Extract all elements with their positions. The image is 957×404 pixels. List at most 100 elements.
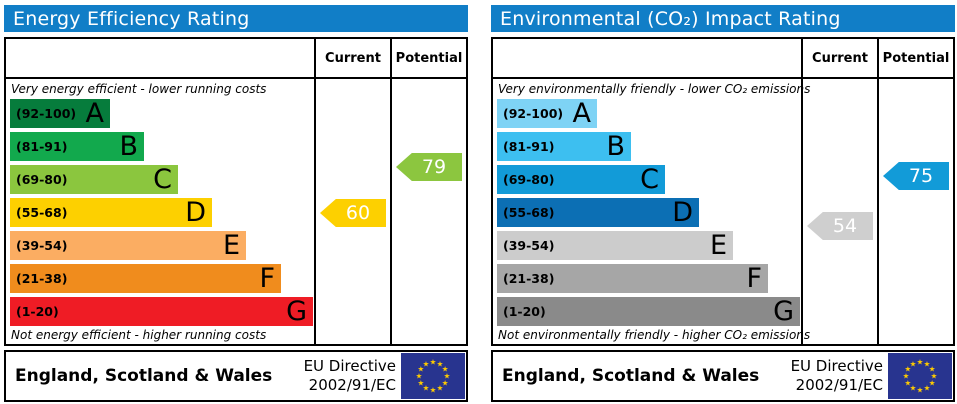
- column-divider: [801, 39, 803, 344]
- potential-column-header: Potential: [882, 50, 950, 66]
- energy-efficiency-panel: Energy Efficiency Rating Current Potenti…: [4, 5, 468, 402]
- environmental-impact-panel: Environmental (CO₂) Impact Rating Curren…: [491, 5, 955, 402]
- band-a: (92-100) A: [10, 99, 110, 128]
- band-letter: G: [773, 296, 794, 327]
- region-label: England, Scotland & Wales: [502, 366, 760, 386]
- band-range: (21-38): [16, 271, 68, 286]
- svg-text:★: ★: [910, 359, 917, 368]
- current-rating-arrow: 54: [807, 212, 873, 240]
- eu-directive-line1: EU Directive: [303, 357, 396, 376]
- band-letter: F: [746, 263, 762, 294]
- current-column-header: Current: [812, 50, 868, 66]
- band-range: (1-20): [16, 304, 59, 319]
- band-range: (81-91): [503, 139, 555, 154]
- svg-text:★: ★: [418, 379, 425, 388]
- top-caption: Very energy efficient - lower running co…: [11, 82, 267, 96]
- band-d: (55-68) D: [10, 198, 212, 227]
- band-range: (69-80): [503, 172, 555, 187]
- svg-text:★: ★: [910, 384, 917, 393]
- band-d: (55-68) D: [497, 198, 699, 227]
- svg-text:★: ★: [418, 365, 425, 374]
- svg-text:★: ★: [929, 379, 936, 388]
- svg-text:★: ★: [423, 384, 430, 393]
- band-letter: B: [606, 131, 625, 162]
- rating-bands: (92-100) A (81-91) B (69-80) C (55-68) D…: [497, 99, 800, 330]
- potential-rating-arrow: 75: [883, 162, 949, 190]
- svg-text:★: ★: [430, 386, 437, 395]
- svg-text:★: ★: [917, 358, 924, 367]
- region-label: England, Scotland & Wales: [15, 366, 273, 386]
- potential-column-header: Potential: [395, 50, 463, 66]
- band-letter: G: [286, 296, 307, 327]
- svg-text:★: ★: [423, 359, 430, 368]
- band-range: (92-100): [503, 106, 564, 121]
- current-rating-value: 60: [345, 202, 371, 224]
- svg-text:★: ★: [924, 384, 931, 393]
- band-range: (55-68): [503, 205, 555, 220]
- header-divider: [6, 77, 466, 79]
- svg-text:★: ★: [905, 379, 912, 388]
- eu-directive-line2: 2002/91/EC: [308, 376, 396, 394]
- svg-text:★: ★: [442, 365, 449, 374]
- band-range: (21-38): [503, 271, 555, 286]
- rating-bands: (92-100) A (81-91) B (69-80) C (55-68) D…: [10, 99, 313, 330]
- band-e: (39-54) E: [10, 231, 246, 260]
- band-f: (21-38) F: [10, 264, 281, 293]
- top-caption: Very environmentally friendly - lower CO…: [498, 82, 811, 96]
- potential-rating-value: 79: [421, 156, 447, 178]
- band-range: (81-91): [16, 139, 68, 154]
- band-letter: C: [153, 164, 172, 195]
- svg-text:★: ★: [444, 372, 451, 381]
- band-range: (39-54): [503, 238, 555, 253]
- band-letter: B: [119, 131, 138, 162]
- footer: England, Scotland & Wales EU Directive 2…: [4, 350, 468, 402]
- band-range: (39-54): [16, 238, 68, 253]
- band-a: (92-100) A: [497, 99, 597, 128]
- band-letter: E: [709, 230, 727, 261]
- band-g: (1-20) G: [10, 297, 313, 326]
- svg-text:★: ★: [917, 386, 924, 395]
- eu-directive-label: EU Directive 2002/91/EC: [791, 357, 883, 395]
- band-letter: A: [572, 98, 591, 129]
- band-range: (69-80): [16, 172, 68, 187]
- current-rating-value: 54: [832, 215, 858, 237]
- svg-text:★: ★: [929, 365, 936, 374]
- eu-flag-icon: ★ ★★ ★★★ ★★★ ★★★: [888, 353, 952, 399]
- eu-directive-line1: EU Directive: [790, 357, 883, 376]
- band-letter: E: [222, 230, 240, 261]
- eu-directive-line2: 2002/91/EC: [795, 376, 883, 394]
- svg-text:★: ★: [437, 359, 444, 368]
- svg-text:★: ★: [437, 384, 444, 393]
- svg-text:★: ★: [905, 365, 912, 374]
- svg-text:★: ★: [924, 359, 931, 368]
- band-letter: C: [640, 164, 659, 195]
- svg-text:★: ★: [416, 372, 423, 381]
- svg-text:★: ★: [903, 372, 910, 381]
- band-letter: A: [85, 98, 104, 129]
- band-g: (1-20) G: [497, 297, 800, 326]
- band-range: (55-68): [16, 205, 68, 220]
- current-column-header: Current: [325, 50, 381, 66]
- band-e: (39-54) E: [497, 231, 733, 260]
- potential-rating-value: 75: [908, 165, 934, 187]
- band-b: (81-91) B: [10, 132, 144, 161]
- svg-text:★: ★: [931, 372, 938, 381]
- svg-text:★: ★: [442, 379, 449, 388]
- eu-flag-icon: ★ ★★ ★★★ ★★★ ★★★: [401, 353, 465, 399]
- band-b: (81-91) B: [497, 132, 631, 161]
- band-range: (92-100): [16, 106, 77, 121]
- svg-text:★: ★: [430, 358, 437, 367]
- column-divider: [877, 39, 879, 344]
- eu-directive-label: EU Directive 2002/91/EC: [304, 357, 396, 395]
- footer: England, Scotland & Wales EU Directive 2…: [491, 350, 955, 402]
- bottom-caption: Not environmentally friendly - higher CO…: [498, 328, 811, 342]
- energy-rating-graph: Current Potential Very energy efficient …: [4, 37, 468, 346]
- column-divider: [390, 39, 392, 344]
- co2-rating-graph: Current Potential Very environmentally f…: [491, 37, 955, 346]
- band-f: (21-38) F: [497, 264, 768, 293]
- band-range: (1-20): [503, 304, 546, 319]
- bottom-caption: Not energy efficient - higher running co…: [11, 328, 267, 342]
- energy-panel-title: Energy Efficiency Rating: [4, 5, 468, 32]
- column-divider: [314, 39, 316, 344]
